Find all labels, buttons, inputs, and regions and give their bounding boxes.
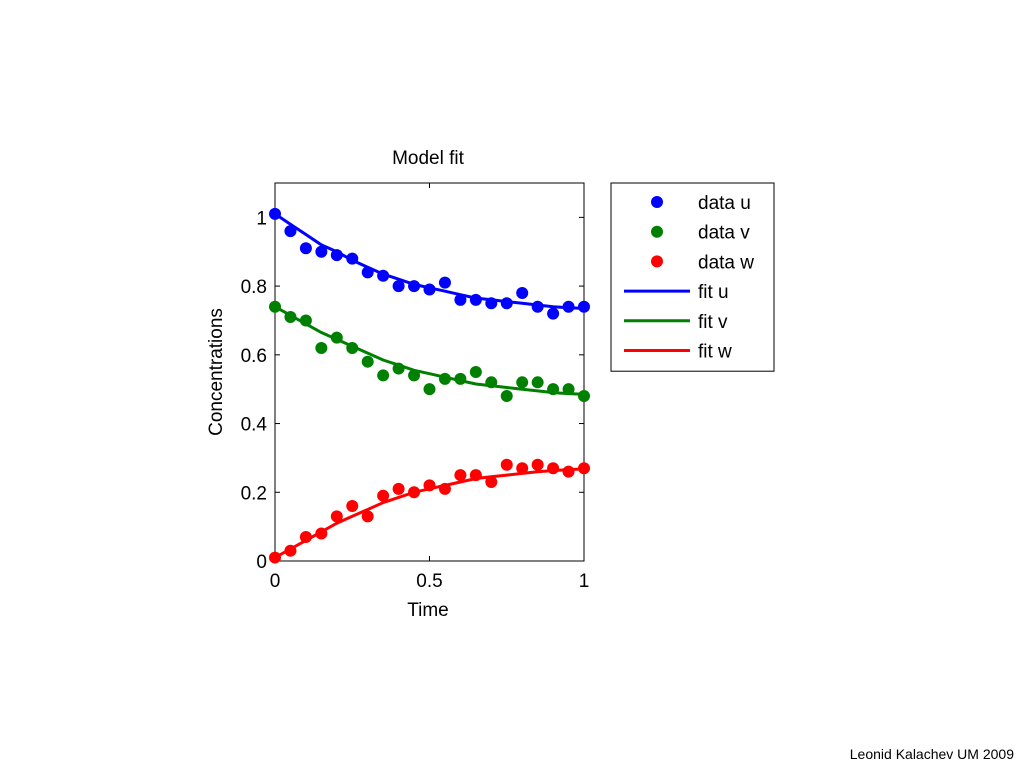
data-point-data-u [438,276,451,289]
footer-credit: Leonid Kalachev UM 2009 [849,746,1014,762]
data-point-data-v [330,331,343,344]
data-point-data-w [469,469,482,482]
data-point-data-w [423,479,436,492]
data-point-data-w [500,458,513,471]
y-tick-label: 1 [256,208,267,229]
data-point-data-w [392,482,405,495]
data-point-data-v [284,311,297,324]
data-point-data-u [531,300,544,313]
data-point-data-v [469,366,482,378]
data-point-data-v [408,369,421,382]
data-point-data-v [438,372,451,385]
data-point-data-u [269,207,281,220]
data-point-data-w [269,551,281,564]
data-point-data-w [531,458,544,471]
data-point-data-u [469,293,482,306]
data-point-data-u [346,252,359,265]
legend-label-data-w: data w [698,252,754,273]
plot-area: 0 0.5 1 0 0.2 0.4 0.6 0.8 1 [241,182,590,592]
fit-line-fit-v [274,305,585,396]
x-axis-label: Time [407,600,449,621]
data-point-data-w [438,482,451,495]
data-point-data-w [315,527,328,540]
data-point-data-w [454,469,467,482]
data-point-data-u [284,225,297,238]
legend: data u data v data w fit u fit v fit w [610,182,775,372]
legend-label-data-v: data v [698,223,750,244]
data-point-data-u [562,300,575,313]
data-point-data-w [578,462,590,475]
legend-marker-data-w [651,255,663,268]
data-point-data-w [408,486,421,499]
legend-label-fit-w: fit w [698,342,732,363]
data-point-data-v [299,314,312,327]
y-tick-label: 0.4 [241,415,268,436]
x-tick-label: 0 [270,571,281,592]
data-point-data-w [516,462,529,475]
data-point-data-v [269,300,281,313]
data-point-data-w [562,465,575,478]
data-point-data-w [299,530,312,543]
legend-label-fit-v: fit v [698,312,728,333]
x-tick-label: 1 [579,571,590,592]
data-point-data-u [547,307,560,320]
data-point-data-v [531,376,544,389]
data-point-data-v [516,376,529,389]
data-point-data-u [485,297,498,310]
data-point-data-u [330,249,343,262]
data-point-data-v [392,362,405,375]
data-point-data-w [377,489,390,502]
data-point-data-u [578,300,590,313]
data-point-data-w [284,544,297,557]
data-point-data-u [377,269,390,282]
legend-marker-data-v [651,225,663,238]
data-point-data-v [361,355,374,368]
data-point-data-w [330,510,343,523]
legend-box [610,182,775,372]
data-point-data-u [500,297,513,310]
data-point-data-u [516,286,529,299]
data-point-data-w [361,510,374,523]
data-point-data-u [361,266,374,279]
legend-marker-data-u [651,196,663,208]
data-point-data-u [408,280,421,293]
data-point-data-v [578,390,590,403]
data-point-data-u [454,293,467,306]
y-axis-label: Concentrations [206,308,227,436]
y-tick-label: 0 [256,552,267,573]
data-point-data-u [392,280,405,293]
data-point-data-u [423,283,436,296]
data-point-data-u [299,242,312,255]
chart-title: Model fit [392,148,465,169]
y-tick-label: 0.2 [241,483,267,504]
data-point-data-w [485,475,498,488]
data-point-data-v [485,376,498,389]
legend-label-data-u: data u [698,193,751,214]
legend-label-fit-u: fit u [698,282,729,303]
data-point-data-v [423,383,436,396]
data-point-data-v [346,341,359,354]
data-point-data-w [547,462,560,475]
data-point-data-v [377,369,390,382]
data-point-data-v [315,341,328,354]
data-point-data-v [547,383,560,396]
x-tick-label: 0.5 [416,571,442,592]
data-point-data-v [500,390,513,403]
data-point-data-w [346,500,359,513]
data-point-data-u [315,245,328,258]
y-tick-label: 0.8 [241,277,267,298]
y-tick-label: 0.6 [241,346,267,367]
data-point-data-v [562,383,575,396]
data-point-data-v [454,372,467,385]
axes-box [274,182,585,562]
